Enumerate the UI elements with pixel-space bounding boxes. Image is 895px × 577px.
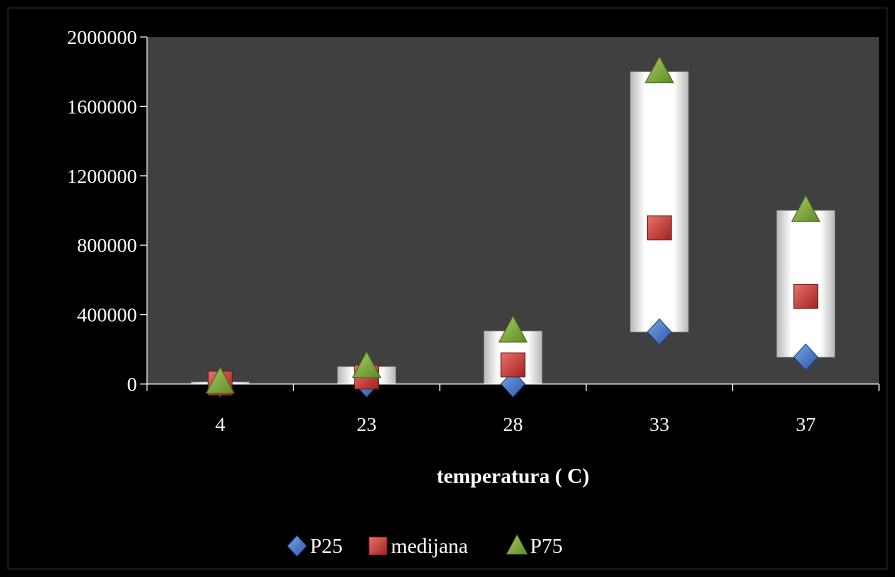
chart-area-border <box>7 7 888 570</box>
legend-label-p75: P75 <box>530 534 563 558</box>
x-tick-label: 37 <box>796 414 816 436</box>
x-tick-label: 28 <box>503 414 523 436</box>
medijana-point <box>793 283 819 309</box>
p25-point <box>500 370 526 398</box>
y-tick-label: 1600000 <box>67 96 137 118</box>
p75-point <box>791 194 821 222</box>
p25-point <box>646 318 672 346</box>
axes: 0 400000 800000 1200000 1600000 2000000 4 23 28 3… <box>67 27 880 436</box>
x-axis-title: temperatura ( C) <box>437 464 590 488</box>
p75-point <box>351 350 382 379</box>
range-box <box>630 71 689 333</box>
data-marks <box>205 55 821 398</box>
medijana-point <box>647 215 672 241</box>
y-tick-label: 1200000 <box>67 166 137 188</box>
p75-point <box>498 315 528 343</box>
p75-point <box>644 55 675 84</box>
legend: P25 medijana P75 <box>286 534 563 558</box>
legend-marker-p75 <box>505 534 529 555</box>
x-tick-label: 23 <box>357 414 377 436</box>
y-tick-label: 400000 <box>77 305 137 327</box>
range-box <box>776 210 836 358</box>
legend-marker-medijana <box>368 536 388 556</box>
p75-point <box>205 366 235 394</box>
legend-marker-p25 <box>286 535 308 557</box>
x-tick-label: 33 <box>649 414 669 436</box>
legend-label-p25: P25 <box>310 534 343 558</box>
y-tick-label: 2000000 <box>67 27 137 49</box>
medijana-point <box>500 352 526 378</box>
y-tick-label: 800000 <box>77 235 137 257</box>
x-tick-label: 4 <box>215 414 225 436</box>
p25-point <box>793 343 819 371</box>
legend-label-medijana: medijana <box>391 534 469 558</box>
y-tick-label: 0 <box>127 374 137 396</box>
